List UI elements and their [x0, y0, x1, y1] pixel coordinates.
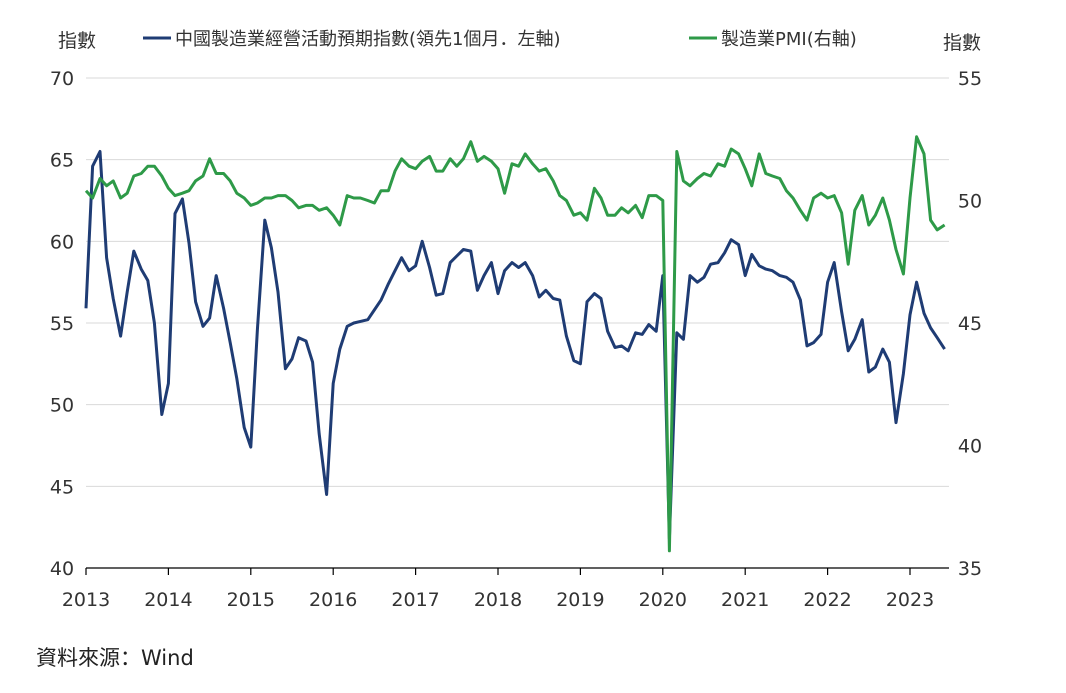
left-tick-label: 55: [50, 313, 74, 335]
left-tick-label: 40: [50, 558, 74, 580]
right-tick-label: 45: [958, 313, 982, 335]
x-tick-label: 2018: [474, 589, 522, 611]
right-axis-ticks: 35 40 45 50 55: [958, 68, 982, 580]
left-tick-label: 70: [50, 68, 74, 90]
x-tick-label: 2020: [639, 589, 687, 611]
x-tick-label: 2022: [803, 589, 851, 611]
legend: 中國製造業經營活動預期指數(領先1個月．左軸) 製造業PMI(右軸): [143, 29, 857, 50]
series-line-expectation: [84, 150, 946, 541]
x-tick-label: 2023: [886, 589, 934, 611]
left-tick-label: 60: [50, 231, 74, 253]
right-tick-label: 55: [958, 68, 982, 90]
gridlines: [86, 77, 949, 487]
x-tick-label: 2013: [62, 589, 110, 611]
left-tick-label: 45: [50, 476, 74, 498]
source-note: 資料來源：Wind: [36, 646, 194, 670]
left-axis-unit: 指數: [58, 30, 96, 52]
legend-label-expectation: 中國製造業經營活動預期指數(領先1個月．左軸): [175, 29, 561, 50]
left-tick-label: 65: [50, 150, 74, 172]
right-tick-label: 35: [958, 558, 982, 580]
left-axis-ticks: 40 45 50 55 60 65 70: [50, 68, 74, 580]
x-tick-label: 2017: [391, 589, 439, 611]
right-tick-label: 40: [958, 436, 982, 458]
left-tick-label: 50: [50, 395, 74, 417]
x-tick-label: 2014: [144, 589, 192, 611]
x-tick-label: 2016: [309, 589, 357, 611]
x-tick-label: 2019: [556, 589, 604, 611]
x-axis-ticks: 2013 2014 2015 2016 2017 2018 2019 2020 2021 2022…: [62, 568, 934, 611]
legend-label-pmi: 製造業PMI(右軸): [721, 29, 857, 50]
x-tick-label: 2015: [227, 589, 275, 611]
x-tick-label: 2021: [721, 589, 769, 611]
series-line-pmi: [84, 135, 946, 553]
right-tick-label: 50: [958, 191, 982, 213]
right-axis-unit: 指數: [943, 32, 981, 54]
